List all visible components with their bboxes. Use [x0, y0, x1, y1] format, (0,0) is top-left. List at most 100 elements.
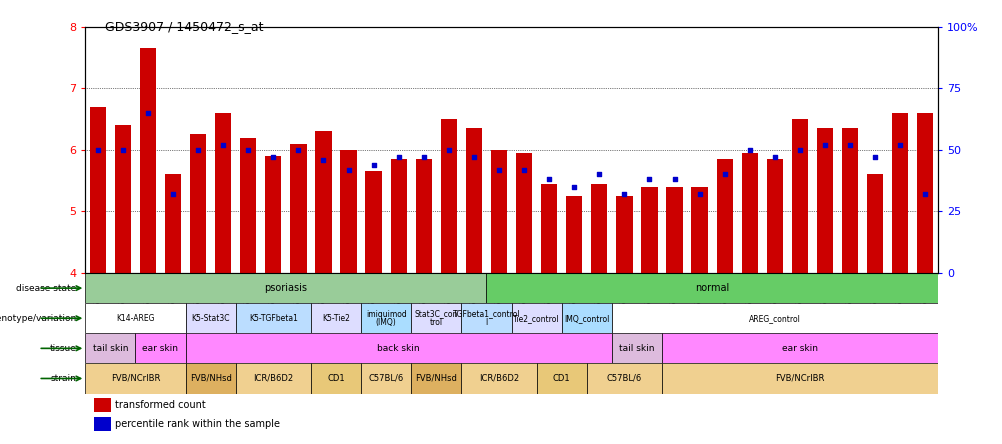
Bar: [340, 150, 357, 273]
Bar: [361, 363, 411, 393]
Bar: [690, 187, 707, 273]
Bar: [185, 363, 235, 393]
Point: [341, 166, 357, 173]
Text: FVB/NHsd: FVB/NHsd: [415, 374, 457, 383]
Point: [541, 176, 557, 183]
Bar: [185, 333, 611, 363]
Point: [917, 190, 933, 198]
Text: IMQ_control: IMQ_control: [563, 314, 609, 323]
Point: [391, 154, 407, 161]
Bar: [365, 171, 382, 273]
Bar: [916, 113, 933, 273]
Point: [140, 109, 156, 116]
Bar: [766, 159, 783, 273]
Point: [164, 190, 181, 198]
Bar: [290, 144, 307, 273]
Point: [767, 154, 783, 161]
Point: [491, 166, 506, 173]
Bar: [590, 184, 607, 273]
Point: [866, 154, 883, 161]
Text: CD1: CD1: [552, 374, 570, 383]
Bar: [390, 159, 407, 273]
Bar: [661, 363, 937, 393]
Point: [291, 147, 307, 154]
Text: AREG_control: AREG_control: [748, 314, 800, 323]
Text: FVB/NHsd: FVB/NHsd: [189, 374, 231, 383]
Bar: [665, 187, 682, 273]
Bar: [411, 303, 461, 333]
Point: [441, 147, 457, 154]
Bar: [536, 363, 586, 393]
Point: [240, 147, 257, 154]
Bar: [214, 113, 231, 273]
Point: [615, 190, 632, 198]
Bar: [816, 128, 833, 273]
Text: GDS3907 / 1450472_s_at: GDS3907 / 1450472_s_at: [105, 20, 264, 33]
Point: [817, 141, 833, 148]
Point: [190, 147, 206, 154]
Bar: [85, 273, 486, 303]
Bar: [311, 363, 361, 393]
Text: disease state: disease state: [16, 284, 77, 293]
Text: Stat3C_con
trol: Stat3C_con trol: [414, 309, 458, 327]
Point: [716, 171, 732, 178]
Point: [315, 156, 331, 163]
Text: imiquimod
(IMQ): imiquimod (IMQ): [366, 309, 406, 327]
Text: TGFbeta1_control
l: TGFbeta1_control l: [452, 309, 520, 327]
Bar: [89, 107, 106, 273]
Text: ear skin: ear skin: [782, 344, 817, 353]
Bar: [189, 135, 206, 273]
Text: genotype/variation: genotype/variation: [0, 314, 77, 323]
Bar: [235, 303, 311, 333]
Bar: [94, 417, 110, 431]
Text: ICR/B6D2: ICR/B6D2: [253, 374, 294, 383]
Text: C57BL/6: C57BL/6: [368, 374, 404, 383]
Bar: [85, 333, 135, 363]
Point: [365, 161, 381, 168]
Bar: [561, 303, 611, 333]
Point: [792, 147, 808, 154]
Text: tail skin: tail skin: [618, 344, 654, 353]
Text: K5-Tie2: K5-Tie2: [322, 314, 350, 323]
Bar: [135, 333, 185, 363]
Point: [516, 166, 532, 173]
Point: [892, 141, 908, 148]
Point: [115, 147, 130, 154]
Text: tail skin: tail skin: [92, 344, 128, 353]
Bar: [465, 128, 482, 273]
Bar: [640, 187, 657, 273]
Text: FVB/NCrIBR: FVB/NCrIBR: [775, 374, 824, 383]
Bar: [411, 363, 461, 393]
Bar: [540, 184, 557, 273]
Bar: [94, 398, 110, 412]
Text: normal: normal: [694, 283, 728, 293]
Text: Tie2_control: Tie2_control: [513, 314, 559, 323]
Text: FVB/NCrIBR: FVB/NCrIBR: [110, 374, 160, 383]
Bar: [611, 333, 661, 363]
Text: CD1: CD1: [327, 374, 345, 383]
Text: ICR/B6D2: ICR/B6D2: [478, 374, 519, 383]
Bar: [866, 174, 883, 273]
Point: [591, 171, 607, 178]
Bar: [361, 303, 411, 333]
Text: strain: strain: [51, 374, 77, 383]
Text: K14-AREG: K14-AREG: [116, 314, 154, 323]
Point: [90, 147, 106, 154]
Bar: [486, 273, 937, 303]
Point: [466, 154, 482, 161]
Bar: [440, 119, 457, 273]
Bar: [461, 363, 536, 393]
Bar: [114, 125, 131, 273]
Point: [691, 190, 707, 198]
Text: C57BL/6: C57BL/6: [606, 374, 641, 383]
Bar: [311, 303, 361, 333]
Bar: [235, 363, 311, 393]
Bar: [461, 303, 511, 333]
Point: [565, 183, 581, 190]
Point: [741, 147, 758, 154]
Bar: [239, 138, 257, 273]
Point: [415, 154, 431, 161]
Point: [641, 176, 657, 183]
Bar: [85, 303, 185, 333]
Bar: [515, 153, 532, 273]
